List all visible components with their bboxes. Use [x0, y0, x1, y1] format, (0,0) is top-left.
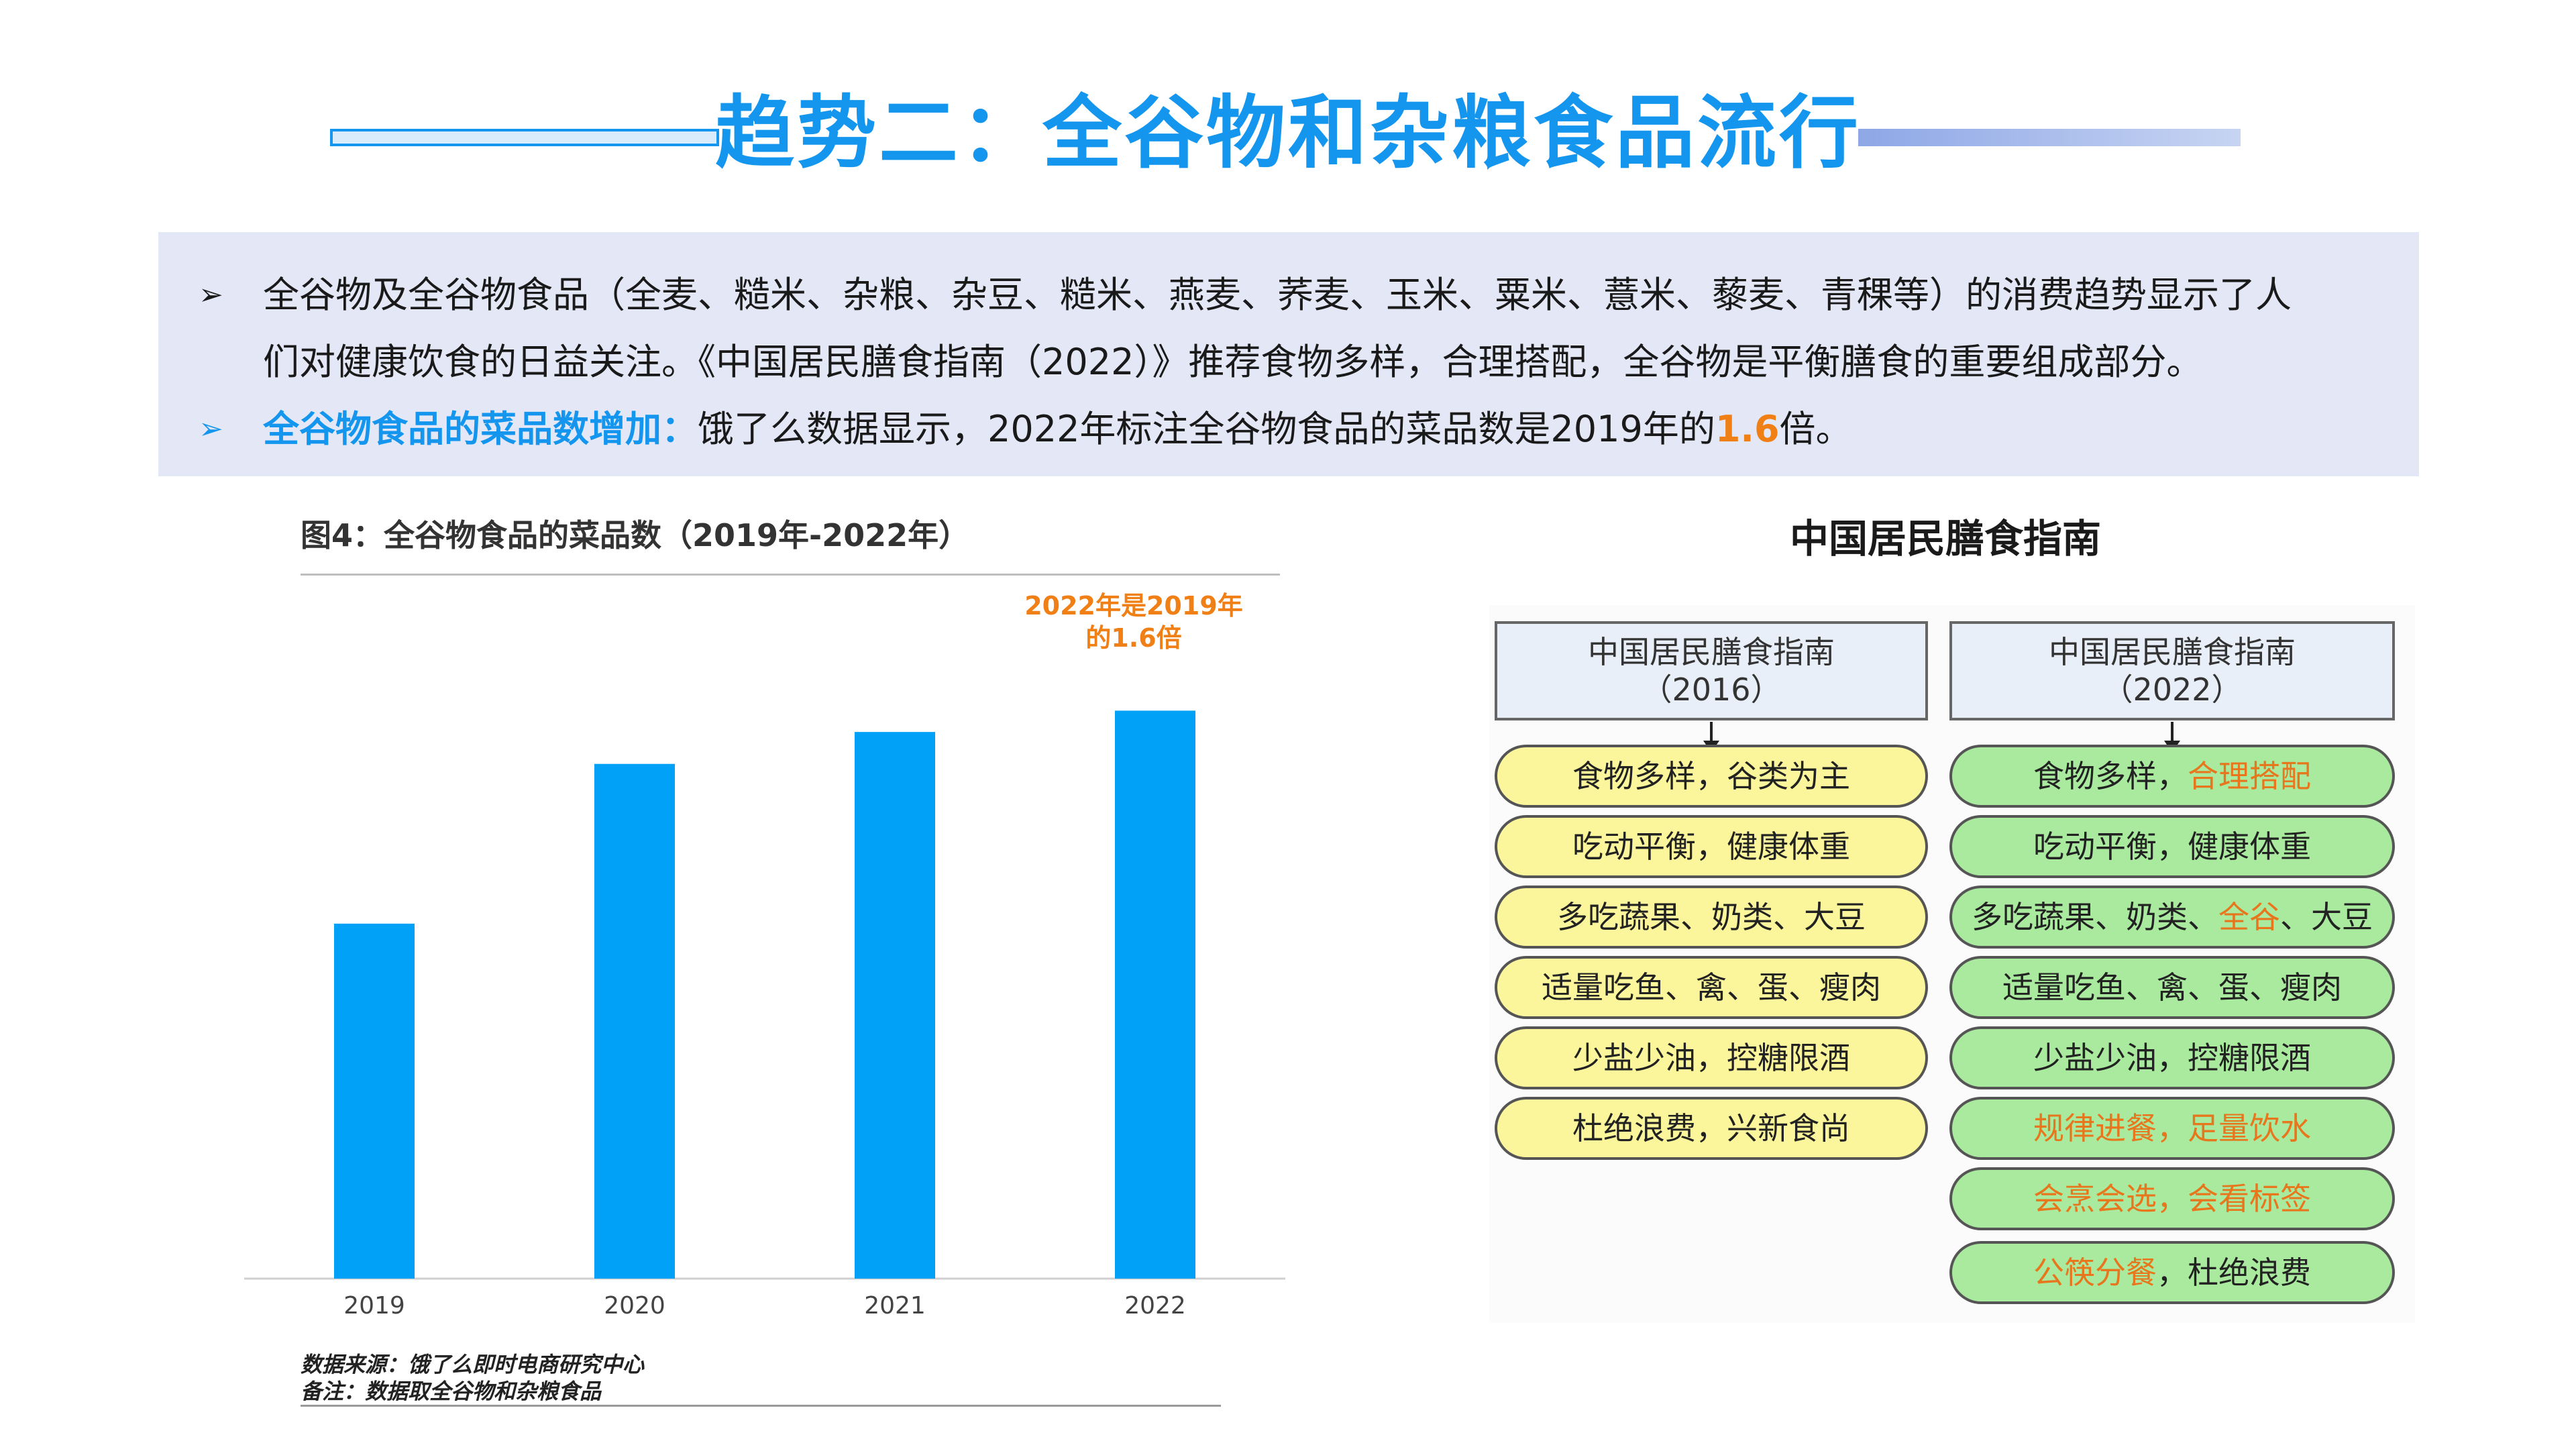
- guideline-2022-new-text: 会烹会选，会看标签: [2033, 1181, 2311, 1217]
- guideline-2022-heading: 中国居民膳食指南: [2049, 634, 2296, 670]
- chart-footnote: 数据来源：饿了么即时电商研究中心 备注：数据取全谷物和杂粮食品: [301, 1351, 644, 1405]
- chart-annotation-line1: 2022年是2019年: [1024, 591, 1243, 621]
- bar-chart: 2022年是2019年 的1.6倍 2019 2020 2021 2022: [244, 591, 1285, 1320]
- guideline-2022-year: （2022）: [2102, 672, 2243, 708]
- bar-2020: [594, 763, 675, 1279]
- guideline-2022-header: 中国居民膳食指南 （2022）: [1949, 621, 2395, 720]
- x-tick-label: 2020: [604, 1292, 665, 1320]
- chart-title: 图4：全谷物食品的菜品数（2019年-2022年）: [301, 517, 970, 553]
- guideline-2016-item: 吃动平衡，健康体重: [1495, 815, 1928, 878]
- guideline-2016-heading: 中国居民膳食指南: [1588, 634, 1835, 670]
- chart-title-divider: [301, 574, 1280, 576]
- intro-row-1: ➢ 全谷物及全谷物食品（全麦、糙米、杂粮、杂豆、糙米、燕麦、荞麦、玉米、粟米、薏…: [199, 262, 2379, 329]
- guideline-2016-item: 适量吃鱼、禽、蛋、瘦肉: [1495, 956, 1928, 1019]
- intro-row-3: ➢ 全谷物食品的菜品数增加：饿了么数据显示，2022年标注全谷物食品的菜品数是2…: [199, 396, 2379, 463]
- guideline-2022-item: 规律进餐，足量饮水: [1949, 1097, 2395, 1160]
- guideline-2022-item: 食物多样，合理搭配: [1949, 745, 2395, 808]
- x-tick-label: 2021: [864, 1292, 926, 1320]
- x-tick-label: 2019: [343, 1292, 405, 1320]
- bar-2022: [1115, 710, 1195, 1279]
- guideline-2022-item-text: 、大豆: [2280, 899, 2373, 935]
- guideline-2022-item-text: ，杜绝浪费: [2157, 1254, 2311, 1291]
- intro-text-line1: 全谷物及全谷物食品（全麦、糙米、杂粮、杂豆、糙米、燕麦、荞麦、玉米、粟米、薏米、…: [263, 274, 2292, 316]
- title-decoration-left: [330, 129, 719, 146]
- guideline-2022-item-text: 食物多样，: [2033, 758, 2188, 794]
- guideline-2016-item: 食物多样，谷类为主: [1495, 745, 1928, 808]
- arrow-down-icon: [2171, 722, 2174, 745]
- bullet-arrow-icon: ➢: [199, 412, 223, 446]
- guideline-2022-item: 多吃蔬果、奶类、全谷、大豆: [1949, 885, 2395, 949]
- guideline-2022-item: 吃动平衡，健康体重: [1949, 815, 2395, 878]
- chart-footnote-divider: [301, 1405, 1221, 1407]
- intro-ratio: 1.6: [1715, 408, 1780, 450]
- bar-2021: [855, 732, 935, 1279]
- title-decoration-right: [1858, 129, 2241, 146]
- guideline-2022-item-text: 多吃蔬果、奶类、: [1972, 899, 2218, 935]
- diagram-title: 中国居民膳食指南: [1789, 516, 2101, 561]
- chart-source: 数据来源：饿了么即时电商研究中心: [301, 1352, 645, 1377]
- guideline-2016-item: 杜绝浪费，兴新食尚: [1495, 1097, 1928, 1160]
- intro-text-line2: 们对健康饮食的日益关注。《中国居民膳食指南（2022）》推荐食物多样，合理搭配，…: [263, 341, 2203, 383]
- arrow-down-icon: [1710, 722, 1713, 745]
- chart-remark: 备注：数据取全谷物和杂粮食品: [301, 1379, 602, 1404]
- guideline-2022-item: 会烹会选，会看标签: [1949, 1167, 2395, 1230]
- intro-highlight: 全谷物食品的菜品数增加：: [263, 408, 698, 450]
- intro-box: ➢ 全谷物及全谷物食品（全麦、糙米、杂粮、杂豆、糙米、燕麦、荞麦、玉米、粟米、薏…: [158, 232, 2419, 476]
- x-tick-label: 2022: [1124, 1292, 1186, 1320]
- guideline-2022-new-text: 公筷分餐: [2033, 1254, 2157, 1291]
- guideline-2016-item: 少盐少油，控糖限酒: [1495, 1026, 1928, 1089]
- chart-annotation-line2: 的1.6倍: [1085, 623, 1181, 653]
- guideline-2022-item: 公筷分餐，杜绝浪费: [1949, 1241, 2395, 1304]
- intro-text-end: 倍。: [1779, 408, 1852, 450]
- guideline-2016-item: 多吃蔬果、奶类、大豆: [1495, 885, 1928, 949]
- guideline-2022-new-text: 全谷: [2218, 899, 2280, 935]
- bar-2019: [334, 923, 415, 1279]
- guideline-2022-new-text: 规律进餐，足量饮水: [2033, 1110, 2311, 1146]
- bullet-arrow-icon: ➢: [199, 278, 223, 312]
- page-title: 趋势二：全谷物和杂粮食品流行: [714, 87, 1861, 179]
- intro-row-2: 们对健康饮食的日益关注。《中国居民膳食指南（2022）》推荐食物多样，合理搭配，…: [199, 329, 2379, 396]
- guideline-2022-item: 少盐少油，控糖限酒: [1949, 1026, 2395, 1089]
- guideline-2016-header: 中国居民膳食指南 （2016）: [1495, 621, 1928, 720]
- guideline-2022-new-text: 合理搭配: [2188, 758, 2311, 794]
- guideline-2022-item: 适量吃鱼、禽、蛋、瘦肉: [1949, 956, 2395, 1019]
- intro-text-line3: 饿了么数据显示，2022年标注全谷物食品的菜品数是2019年的: [698, 408, 1715, 450]
- guideline-2016-year: （2016）: [1641, 672, 1782, 708]
